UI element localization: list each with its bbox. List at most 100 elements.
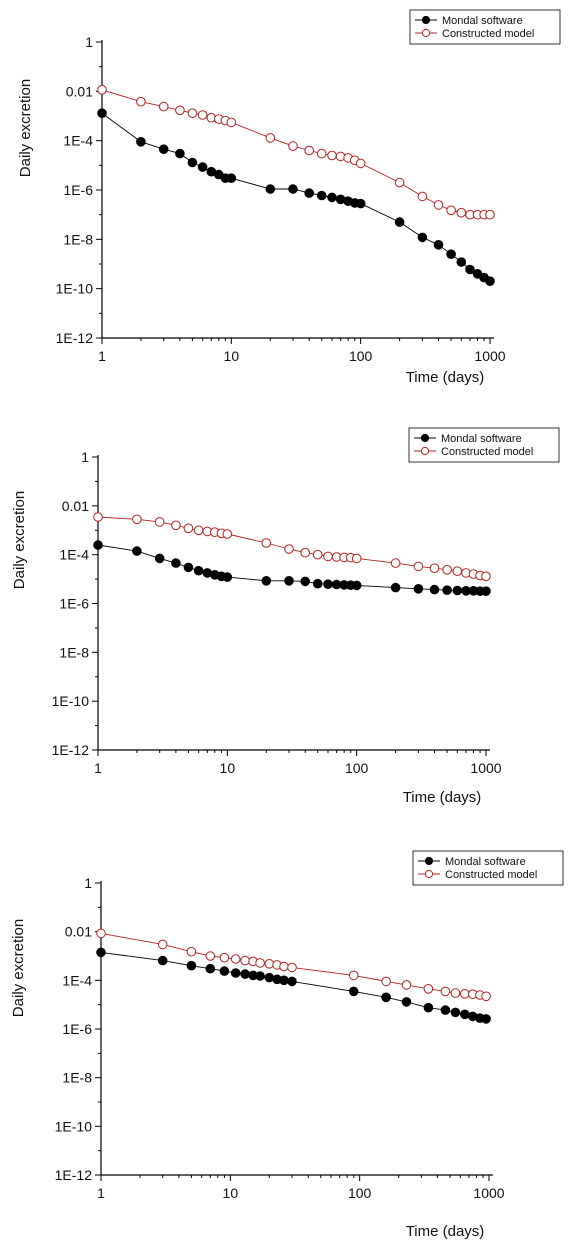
data-point [186, 946, 197, 957]
data-point [205, 963, 216, 974]
data-point [300, 576, 311, 587]
series-line [97, 544, 486, 592]
x-tick-label: 1000 [470, 760, 501, 776]
data-point [226, 173, 237, 183]
data-point [132, 514, 142, 525]
data-point [288, 141, 298, 151]
data-point [417, 232, 428, 243]
data-point [154, 517, 165, 527]
data-point [288, 184, 298, 194]
y-tick-label: 1E-8 [63, 231, 93, 247]
data-point [187, 157, 198, 168]
data-point [401, 997, 412, 1007]
data-point [219, 952, 230, 963]
data-point [440, 986, 451, 997]
legend-box [409, 9, 561, 45]
y-axis-label: Daily excretion [10, 919, 27, 1017]
data-point [96, 928, 106, 939]
data-point [316, 190, 327, 201]
y-tick-label: 0.01 [62, 498, 89, 514]
legend-box [408, 427, 560, 463]
data-point [413, 584, 424, 594]
data-point [429, 584, 440, 595]
x-tick-label: 10 [224, 348, 240, 364]
legend-label: Mondal software [445, 856, 526, 868]
data-point [279, 961, 289, 972]
y-tick-label: 1E-10 [55, 1118, 93, 1134]
data-point [287, 962, 297, 973]
data-point [222, 572, 233, 582]
data-point [446, 205, 456, 216]
data-point [481, 571, 491, 582]
y-axis-label: Daily excretion [17, 79, 34, 177]
legend-marker [424, 856, 434, 866]
data-point [429, 563, 440, 574]
y-tick-label: 1E-8 [59, 644, 89, 660]
data-point [348, 986, 359, 997]
y-tick-label: 0.01 [65, 924, 92, 940]
data-point [261, 576, 272, 586]
data-point [423, 1002, 434, 1013]
y-tick-label: 1E-6 [59, 596, 89, 612]
data-point [351, 553, 362, 564]
data-point [481, 1014, 491, 1024]
legend-marker [421, 15, 431, 25]
y-tick-label: 1E-12 [56, 330, 94, 346]
data-point [413, 561, 424, 572]
data-point [390, 582, 401, 593]
data-point [175, 148, 185, 159]
data-point [456, 257, 467, 267]
data-point [460, 1009, 470, 1020]
data-point [440, 1005, 451, 1015]
series-mondal-software [97, 108, 495, 287]
data-point [485, 276, 495, 287]
data-point [230, 968, 241, 978]
data-point [355, 198, 366, 209]
data-point [452, 585, 463, 596]
data-point [327, 150, 337, 161]
data-point [450, 1007, 461, 1018]
x-axis-label: Time (days) [406, 369, 485, 386]
data-point [481, 991, 491, 1002]
data-point [351, 580, 362, 591]
series-mondal-software [93, 540, 491, 597]
data-point [394, 217, 405, 227]
data-point [381, 976, 391, 987]
legend-label: Mondal software [441, 433, 522, 445]
y-tick-label: 1E-4 [62, 972, 92, 988]
y-tick-label: 1E-12 [52, 742, 90, 758]
x-tick-label: 100 [348, 1185, 372, 1201]
legend-marker [424, 869, 434, 879]
data-point [465, 264, 475, 275]
legend-label: Constructed model [442, 28, 534, 40]
data-point [456, 207, 467, 218]
data-point [433, 240, 444, 250]
data-point [300, 547, 311, 558]
data-point [446, 249, 456, 259]
data-point [279, 975, 289, 986]
y-tick-label: 1E-10 [52, 693, 90, 709]
data-point [265, 133, 276, 143]
data-point [316, 148, 327, 159]
x-tick-label: 1 [97, 1185, 105, 1201]
data-point [433, 200, 444, 210]
data-point [230, 954, 241, 964]
x-tick-label: 100 [345, 760, 369, 776]
data-point [171, 520, 181, 531]
data-point [205, 951, 216, 961]
x-axis-label: Time (days) [406, 1223, 485, 1240]
y-axis-label: Daily excretion [11, 491, 28, 589]
data-point [93, 512, 103, 522]
x-tick-label: 100 [349, 348, 373, 364]
data-point [193, 525, 204, 536]
legend-marker [420, 446, 430, 456]
y-tick-label: 1E-8 [62, 1070, 92, 1086]
data-point [154, 553, 165, 564]
data-point [222, 529, 233, 539]
data-point [264, 972, 275, 983]
